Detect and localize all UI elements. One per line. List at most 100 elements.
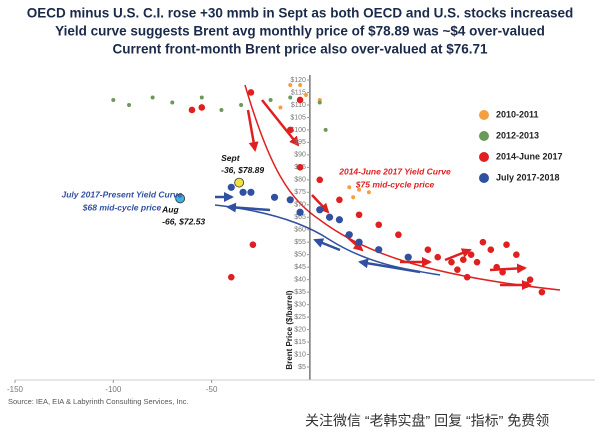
x-tick-label: -150 bbox=[7, 385, 24, 394]
point bbox=[286, 196, 294, 204]
x-tick-label: -50 bbox=[206, 385, 218, 394]
y-tick-label: $105 bbox=[290, 114, 306, 121]
watermark: 关注微信 “老韩实盘” 回复 “指标” 免费领 bbox=[305, 413, 549, 429]
point bbox=[454, 266, 461, 273]
point bbox=[335, 216, 344, 224]
y-tick-label: $90 bbox=[294, 152, 306, 159]
point bbox=[270, 193, 279, 201]
point bbox=[247, 188, 255, 196]
y-tick-label: $55 bbox=[294, 239, 306, 246]
title-line: OECD minus U.S. C.I. rose +30 mmb in Sep… bbox=[27, 6, 574, 21]
point bbox=[538, 288, 546, 296]
y-tick-label: $45 bbox=[294, 264, 306, 271]
point bbox=[503, 241, 510, 249]
point bbox=[355, 211, 363, 219]
x-tick-label: -100 bbox=[105, 385, 122, 394]
point bbox=[336, 196, 343, 204]
point bbox=[296, 164, 304, 171]
highlight-coords: -36, $78.89 bbox=[221, 165, 264, 175]
point bbox=[467, 251, 475, 258]
point bbox=[303, 92, 308, 97]
point bbox=[198, 104, 206, 111]
point bbox=[199, 95, 204, 100]
point bbox=[499, 268, 506, 276]
legend-swatch bbox=[479, 131, 489, 141]
point bbox=[366, 190, 371, 195]
point bbox=[434, 253, 442, 261]
point bbox=[479, 238, 487, 246]
point bbox=[249, 241, 257, 249]
highlight-point bbox=[175, 193, 186, 204]
y-tick-label: $70 bbox=[294, 202, 306, 209]
point bbox=[351, 195, 356, 200]
point bbox=[268, 97, 273, 102]
point bbox=[296, 96, 304, 104]
y-tick-label: $15 bbox=[294, 339, 306, 346]
highlight-point bbox=[234, 177, 245, 188]
point bbox=[448, 258, 455, 266]
y-tick-label: $50 bbox=[294, 252, 306, 259]
point bbox=[526, 276, 534, 283]
point bbox=[127, 102, 132, 107]
y-tick-label: $30 bbox=[294, 301, 306, 308]
point bbox=[316, 176, 324, 184]
curve-label: July 2017-Present Yield Curve bbox=[62, 189, 183, 199]
y-tick-label: $40 bbox=[294, 276, 306, 283]
y-tick-label: $5 bbox=[298, 364, 306, 371]
y-tick-label: $80 bbox=[294, 177, 306, 184]
point bbox=[239, 188, 247, 196]
y-tick-label: $20 bbox=[294, 326, 306, 333]
y-tick-label: $10 bbox=[294, 351, 306, 358]
point bbox=[227, 183, 235, 191]
point bbox=[288, 82, 293, 87]
legend-label: July 2017-2018 bbox=[496, 172, 560, 182]
highlight-label: Sept bbox=[221, 153, 241, 163]
point bbox=[375, 221, 383, 229]
point bbox=[170, 100, 175, 105]
point bbox=[227, 273, 235, 281]
point bbox=[247, 89, 255, 96]
point bbox=[298, 82, 303, 87]
point bbox=[325, 213, 334, 221]
title-line: Current front-month Brent price also ove… bbox=[112, 42, 488, 57]
point bbox=[357, 187, 362, 192]
point bbox=[111, 97, 116, 102]
point bbox=[459, 256, 467, 263]
source: Source: IEA, EIA & Labyrinth Consulting … bbox=[8, 397, 189, 406]
legend-swatch bbox=[479, 152, 489, 162]
curve-price: $75 mid-cycle price bbox=[355, 179, 435, 189]
legend-label: 2014-June 2017 bbox=[496, 151, 563, 161]
point bbox=[239, 102, 244, 107]
red-fit-curve bbox=[244, 84, 561, 291]
y-tick-label: $120 bbox=[290, 77, 306, 84]
arrows bbox=[215, 192, 421, 274]
point bbox=[395, 231, 402, 239]
legend-label: 2012-2013 bbox=[496, 130, 539, 140]
point bbox=[493, 263, 500, 271]
curve-label: 2014-June 2017 Yield Curve bbox=[338, 166, 451, 176]
point bbox=[404, 253, 412, 261]
highlight-coords: -66, $72.53 bbox=[162, 217, 205, 227]
y-tick-label: $95 bbox=[294, 139, 306, 146]
y-tick-label: $35 bbox=[294, 289, 306, 296]
point bbox=[345, 231, 353, 239]
point bbox=[463, 273, 471, 281]
highlight-label: Aug bbox=[161, 205, 179, 215]
point bbox=[355, 238, 363, 246]
y-tick-label: $115 bbox=[291, 89, 306, 96]
point bbox=[522, 281, 530, 288]
y-tick-label: $100 bbox=[290, 127, 306, 134]
y-tick-label: $75 bbox=[294, 189, 306, 196]
y-axis-label: Brent Price ($/barrel) bbox=[285, 290, 294, 369]
point bbox=[487, 246, 495, 254]
legend-swatch bbox=[479, 173, 489, 183]
legend-swatch bbox=[479, 110, 489, 120]
point bbox=[150, 95, 155, 100]
point bbox=[288, 95, 293, 100]
point bbox=[323, 127, 328, 132]
point bbox=[188, 106, 196, 114]
legend-label: 2010-2011 bbox=[496, 109, 539, 119]
y-tick-label: $60 bbox=[294, 227, 306, 234]
point bbox=[513, 251, 520, 258]
